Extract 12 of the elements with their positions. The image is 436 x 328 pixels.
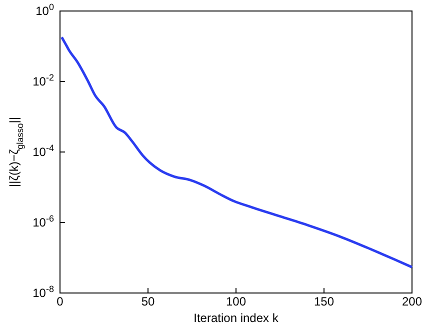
line-series [60,36,414,268]
y-tick-label: 10$^{0}$ [36,2,54,18]
y-tick-label: 10$^{-8}$ [32,284,54,300]
x-tick-label: 0 [56,294,64,309]
x-tick-label: 200 [402,294,422,309]
x-tick-label: 100 [226,294,246,309]
x-axis-title: Iteration index k [194,311,280,325]
y-tick-label: 10$^{-2}$ [32,72,54,88]
x-tick-label: 150 [314,294,334,309]
x-tick-label: 50 [141,294,155,309]
y-tick-label: 10$^{-4}$ [32,142,54,159]
y-tick-label: 10$^{-6}$ [32,213,54,230]
